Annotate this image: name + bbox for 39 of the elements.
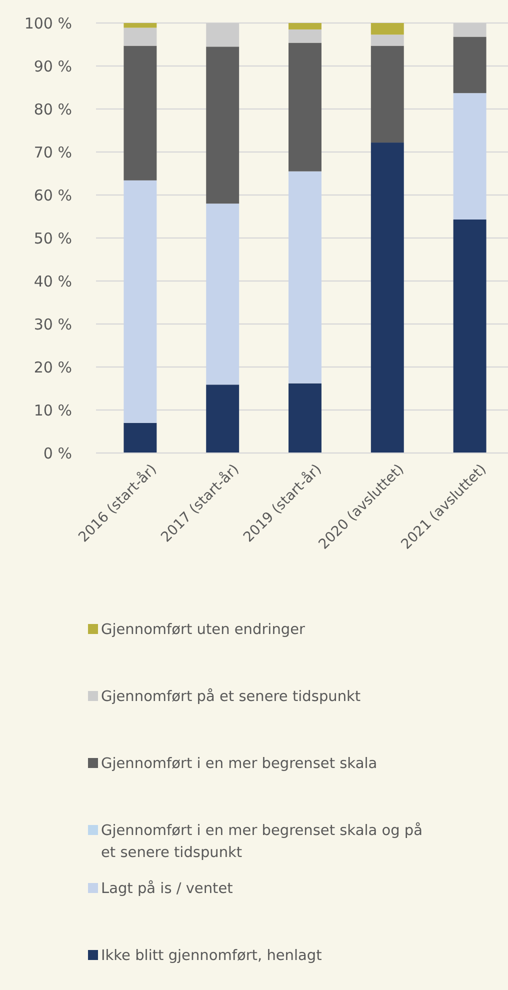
legend-label: Gjennomført i en mer begrenset skala: [101, 756, 378, 772]
bar: [288, 29, 322, 43]
bar: [206, 384, 240, 453]
bar: [453, 93, 486, 220]
bar: [453, 23, 486, 37]
bar: [288, 42, 322, 172]
y-tick-label: 20 %: [34, 358, 72, 376]
bar: [370, 46, 404, 143]
legend-label: Gjennomført uten endringer: [101, 622, 306, 638]
bar: [124, 422, 157, 453]
y-tick-label: 30 %: [34, 315, 72, 334]
bar: [370, 34, 404, 46]
y-tick-label: 10 %: [34, 401, 72, 420]
bar: [206, 46, 240, 204]
bar: [288, 23, 322, 30]
y-tick-label: 60 %: [34, 186, 72, 204]
bar: [124, 28, 157, 46]
bar: [124, 23, 157, 28]
y-tick-label: 100 %: [24, 14, 72, 32]
y-tick-label: 40 %: [34, 272, 72, 290]
bar: [288, 171, 322, 384]
bar: [206, 23, 240, 47]
legend-label: Lagt på is / ventet: [101, 880, 234, 897]
bar: [370, 23, 404, 35]
y-tick-label: 50 %: [34, 229, 72, 248]
y-tick-label: 0 %: [43, 444, 72, 462]
y-tick-label: 70 %: [34, 143, 72, 162]
bar: [124, 46, 157, 180]
bar: [206, 204, 240, 385]
bar: [124, 180, 157, 423]
y-tick-label: 80 %: [34, 100, 72, 118]
y-tick-label: 90 %: [34, 57, 72, 76]
legend-label: Gjennomført på et senere tidspunkt: [101, 688, 361, 705]
legend-label: Ikke blitt gjennomført, henlagt: [101, 948, 322, 964]
bar: [288, 383, 322, 453]
bar: [370, 142, 404, 453]
legend-label: Gjennomført i en mer begrenset skala og på et senere tidspunkt: [101, 822, 422, 861]
bar: [453, 36, 486, 94]
bar: [453, 220, 486, 453]
